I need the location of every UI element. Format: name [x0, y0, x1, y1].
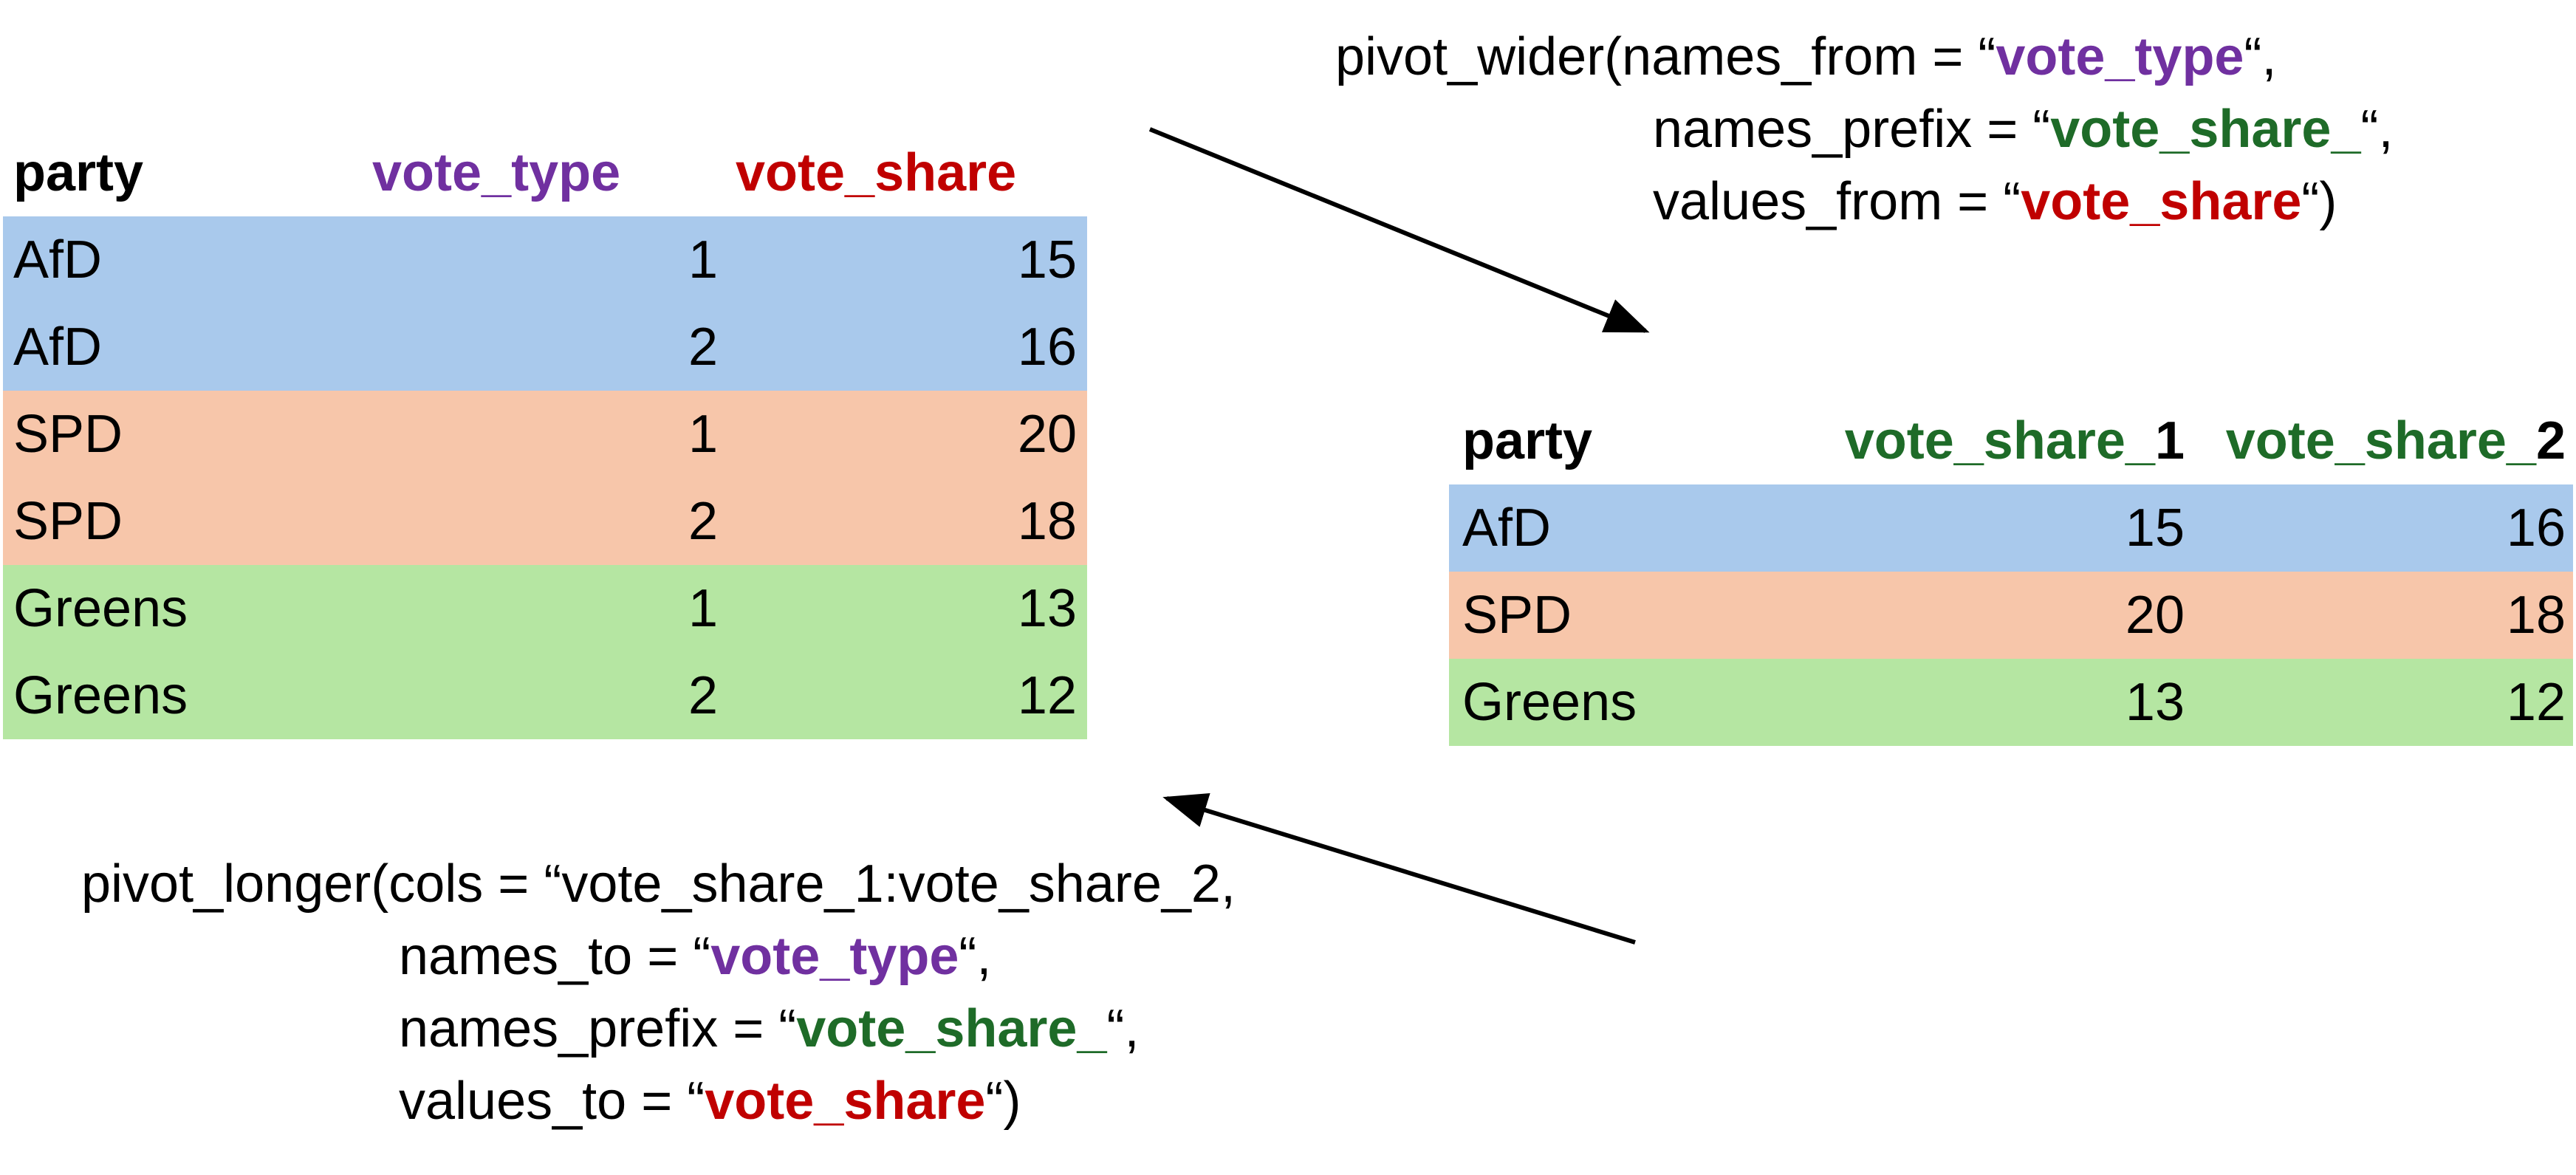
code-keyword-type: vote_type	[1996, 27, 2244, 86]
table-row: AfD 15 16	[1449, 484, 2573, 572]
cell-vote-share: 18	[1017, 492, 1077, 551]
table-row: AfD 2 16	[3, 304, 1087, 391]
cell-vote-share-2: 18	[2506, 586, 2566, 645]
pivot-longer-line-4: values_to = “vote_share“)	[81, 1065, 1236, 1137]
code-text: “,	[2360, 100, 2394, 159]
code-text: “,	[2244, 27, 2277, 86]
table-row: Greens 1 13	[3, 565, 1087, 652]
table-row: SPD 1 20	[3, 391, 1087, 478]
code-text: names_to = “	[399, 927, 711, 986]
table-row: SPD 2 18	[3, 478, 1087, 565]
cell-vote-share: 16	[1017, 318, 1077, 377]
cell-vote-share: 20	[1017, 405, 1077, 464]
header-vote-share-2: vote_share_2	[2185, 411, 2573, 471]
code-text: “,	[1106, 999, 1140, 1058]
cell-vote-share: 12	[1017, 666, 1077, 725]
cell-party: AfD	[1462, 499, 1552, 558]
cell-party: Greens	[13, 666, 188, 725]
header-suffix-2: 2	[2535, 411, 2566, 470]
cell-vote-type: 2	[688, 492, 718, 551]
wide-table-body: AfD 15 16 SPD 20 18 Greens 13 12	[1449, 484, 2573, 746]
code-text: pivot_wider(names_from = “	[1335, 27, 1996, 86]
long-table-header: party vote_type vote_share	[3, 129, 1087, 216]
cell-vote-type: 2	[688, 318, 718, 377]
wide-table: party vote_share_1 vote_share_2 AfD 15 16 S…	[1449, 397, 2573, 746]
cell-party: AfD	[13, 230, 103, 290]
header-vote-share-1: vote_share_1	[1818, 411, 2185, 471]
cell-party: Greens	[1462, 673, 1637, 732]
code-keyword-value: vote_share	[705, 1072, 986, 1131]
cell-party: SPD	[13, 492, 123, 551]
cell-vote-type: 1	[688, 579, 718, 638]
cell-party: SPD	[1462, 586, 1572, 645]
table-row: Greens 13 12	[1449, 659, 2573, 746]
code-keyword-prefix: vote_share_	[2050, 100, 2361, 159]
cell-vote-share-2: 12	[2506, 673, 2566, 732]
code-text: “)	[985, 1072, 1021, 1131]
cell-vote-type: 1	[688, 230, 718, 290]
header-vote-share: vote_share	[736, 143, 1017, 202]
pivot-longer-code: pivot_longer(cols = “vote_share_1:vote_s…	[81, 848, 1236, 1137]
cell-vote-share: 13	[1017, 579, 1077, 638]
cell-vote-share-1: 20	[2125, 586, 2185, 645]
code-keyword-type: vote_type	[710, 927, 959, 986]
pivot-longer-line-1: pivot_longer(cols = “vote_share_1:vote_s…	[81, 854, 1236, 914]
code-keyword-value: vote_share	[2021, 172, 2302, 231]
code-text: names_prefix = “	[399, 999, 797, 1058]
cell-party: SPD	[13, 405, 123, 464]
header-prefix-1: vote_share_	[1844, 411, 2155, 470]
pivot-wider-code: pivot_wider(names_from = “vote_type“, na…	[1335, 21, 2394, 238]
table-row: AfD 1 15	[3, 216, 1087, 304]
table-row: SPD 20 18	[1449, 572, 2573, 659]
cell-vote-type: 2	[688, 666, 718, 725]
long-table: party vote_type vote_share AfD 1 15 AfD 2 16 S…	[3, 129, 1087, 739]
pivot-longer-line-2: names_to = “vote_type“,	[81, 920, 1236, 993]
code-text: values_to = “	[399, 1072, 705, 1131]
cell-party: AfD	[13, 318, 103, 377]
wide-table-header: party vote_share_1 vote_share_2	[1449, 397, 2573, 484]
code-keyword-prefix: vote_share_	[796, 999, 1107, 1058]
cell-vote-share-1: 15	[2125, 499, 2185, 558]
pivot-wider-line-3: values_from = “vote_share“)	[1335, 165, 2394, 238]
header-vote-type: vote_type	[372, 143, 621, 202]
cell-vote-share: 15	[1017, 230, 1077, 290]
cell-vote-share-2: 16	[2506, 499, 2566, 558]
pivot-wider-line-2: names_prefix = “vote_share_“,	[1335, 93, 2394, 165]
header-party: party	[1462, 411, 1593, 470]
cell-party: Greens	[13, 579, 188, 638]
table-row: Greens 2 12	[3, 652, 1087, 739]
code-text: “)	[2301, 172, 2337, 231]
pivot-longer-line-3: names_prefix = “vote_share_“,	[81, 993, 1236, 1065]
cell-vote-share-1: 13	[2125, 673, 2185, 732]
code-text: names_prefix = “	[1653, 100, 2051, 159]
header-suffix-1: 1	[2154, 411, 2185, 470]
code-text: values_from = “	[1653, 172, 2021, 231]
arrow-to-wide	[1148, 127, 1650, 333]
pivot-wider-line-1: pivot_wider(names_from = “vote_type“,	[1335, 21, 2394, 93]
long-table-body: AfD 1 15 AfD 2 16 SPD 1 20 SPD 2 18 Greens 1 13 Greens 2…	[3, 216, 1087, 739]
code-text: “,	[959, 927, 992, 986]
arrow-to-long	[1162, 792, 1636, 945]
header-party: party	[13, 143, 144, 202]
cell-vote-type: 1	[688, 405, 718, 464]
header-prefix-2: vote_share_	[2225, 411, 2536, 470]
